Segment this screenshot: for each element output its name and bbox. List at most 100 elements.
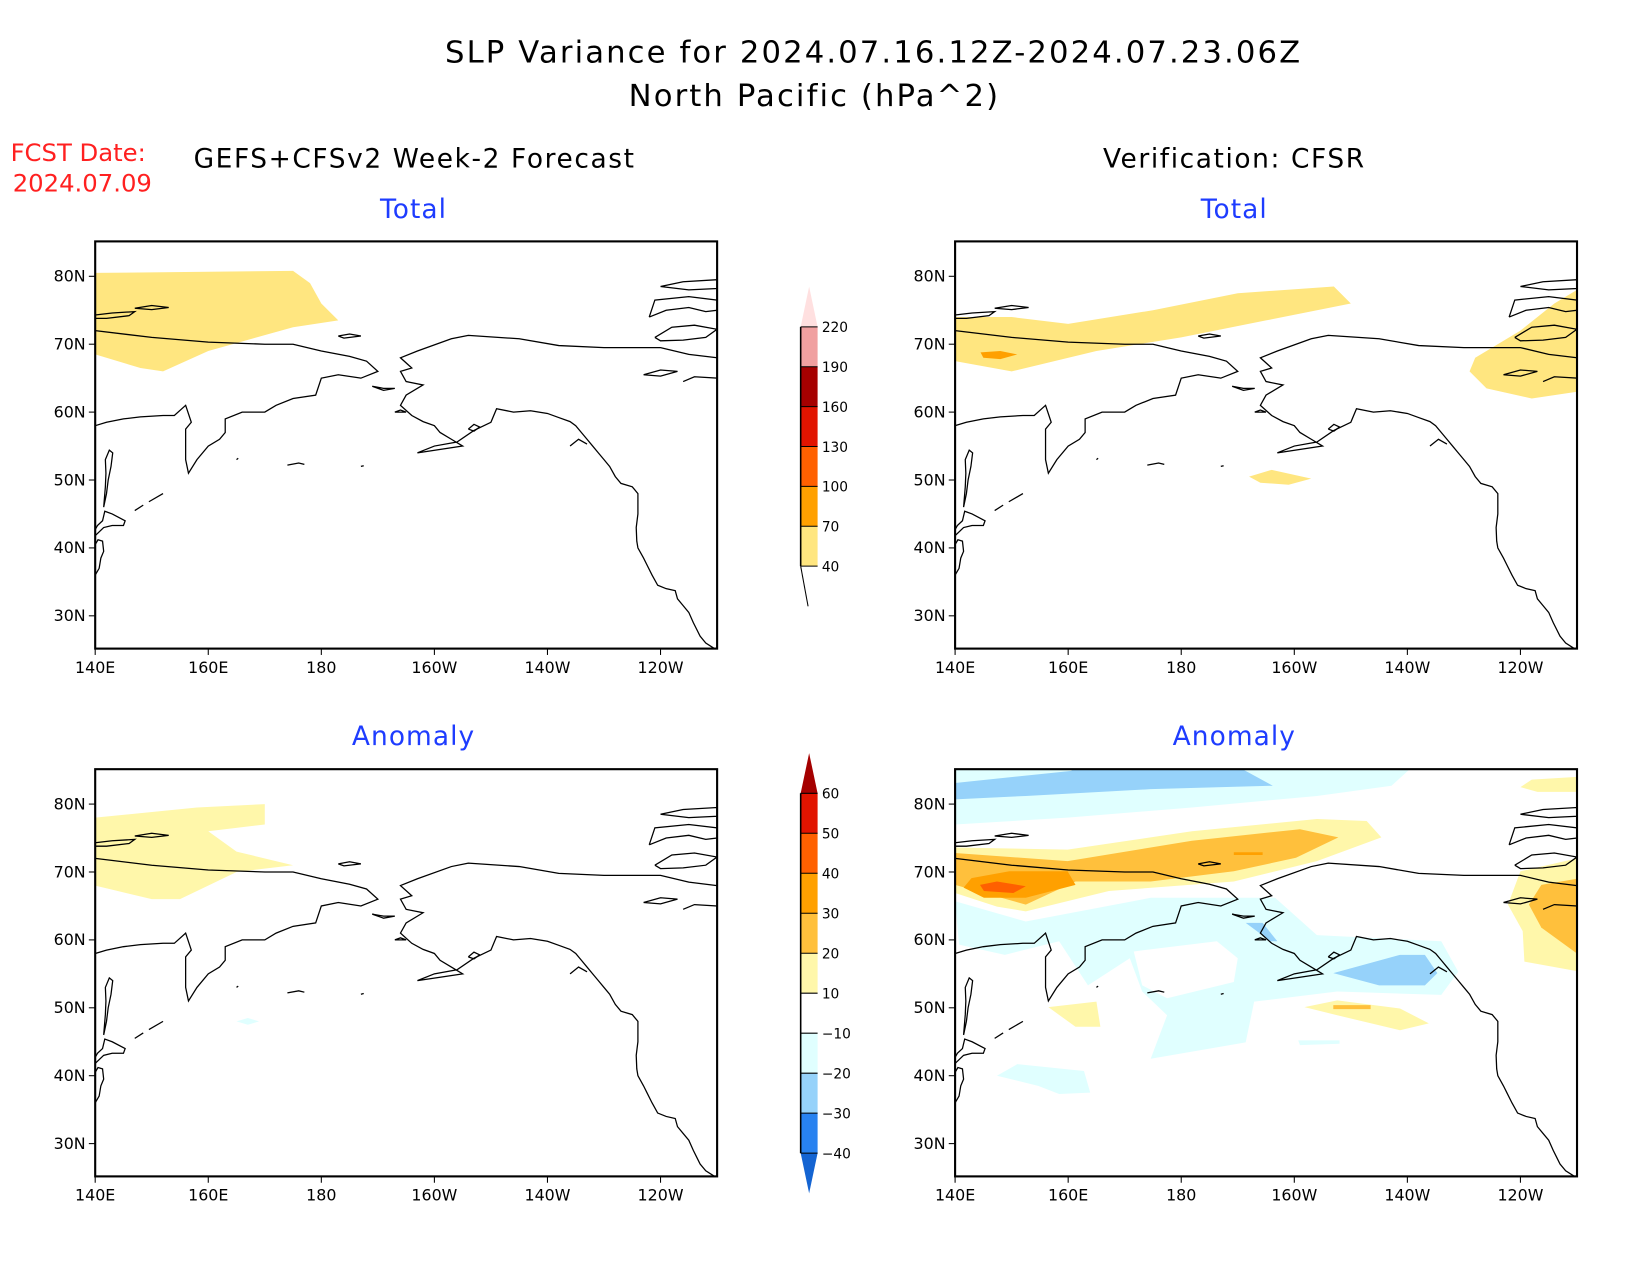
- y-tick-label: 60N: [54, 402, 86, 421]
- coastline: [371, 385, 395, 392]
- contour-region-10-20: [1304, 1000, 1429, 1031]
- map-frame: [954, 768, 1579, 1178]
- map-panel-forecast-total: 140E 160E 180 160W 140W 120W 30N 40N 50N 60N 70N 80…: [54, 240, 719, 677]
- coastline: [648, 296, 718, 318]
- contour-region-40-70: [1249, 469, 1312, 485]
- y-tick-label: 80N: [54, 267, 86, 286]
- coastline: [1231, 385, 1255, 392]
- y-tick-label: 50N: [54, 470, 86, 489]
- x-tick-label: 140W: [524, 658, 570, 677]
- coastline: [1197, 333, 1221, 339]
- map-panel-verification-total: 140E 160E 180 160W 140W 120W 30N 40N 50N 60N 70N 80…: [914, 240, 1579, 677]
- colorbar-label: 100: [822, 480, 848, 496]
- coastline: [134, 1032, 144, 1039]
- x-tick-label: 120W: [1497, 658, 1543, 677]
- coastline: [1220, 992, 1224, 995]
- coastline: [955, 310, 997, 320]
- x-tick-label: 120W: [638, 1186, 684, 1205]
- fcst-date-value: 2024.07.09: [13, 169, 152, 198]
- figure-subtitle: North Pacific (hPa^2): [629, 79, 1001, 114]
- contour-region-40-70: [955, 286, 1351, 372]
- colorbar-label: −30: [822, 1106, 851, 1122]
- panel-title-verification-total: Total: [1200, 194, 1268, 225]
- contour-region-10-20: [95, 804, 294, 900]
- coastline: [287, 990, 305, 994]
- coastline: [1508, 823, 1578, 846]
- panel-title-forecast-anomaly: Anomaly: [352, 721, 475, 752]
- coastline: [1429, 438, 1448, 447]
- y-tick-label: 30N: [914, 1134, 946, 1153]
- contour-region-70-100: [980, 350, 1018, 360]
- colorbar-box: [800, 913, 818, 954]
- y-tick-label: 60N: [54, 930, 86, 949]
- contour-region--10--20: [996, 1064, 1091, 1095]
- x-tick-label: 160W: [411, 1186, 457, 1205]
- coastline: [338, 861, 362, 867]
- map-frame: [94, 768, 719, 1178]
- coastline: [1429, 966, 1448, 975]
- y-tick-label: 70N: [914, 334, 946, 353]
- y-tick-label: 30N: [54, 1134, 86, 1153]
- colorbar-label: 10: [822, 986, 840, 1002]
- coastline: [236, 457, 239, 461]
- coastline: [1096, 457, 1099, 461]
- coastline: [338, 333, 362, 339]
- map-frame: [954, 240, 1579, 650]
- coastline: [134, 504, 144, 512]
- colorbar-label: −10: [822, 1026, 851, 1042]
- y-tick-label: 30N: [54, 606, 86, 625]
- x-tick-label: 140W: [524, 1186, 570, 1205]
- colorbar-box: [800, 793, 818, 834]
- coastline: [1231, 913, 1255, 919]
- coastline: [1520, 279, 1578, 291]
- x-tick-label: 140E: [935, 658, 975, 677]
- colorbar-box: [800, 1033, 818, 1074]
- colorbar-label: 40: [822, 559, 840, 575]
- colorbar-label: 60: [822, 787, 840, 803]
- coastline: [287, 462, 305, 466]
- coastline: [1197, 861, 1221, 867]
- x-tick-label: 140E: [75, 658, 115, 677]
- contour-region-40-70: [95, 270, 339, 372]
- colorbar-box: [800, 366, 818, 407]
- y-tick-label: 80N: [914, 267, 946, 286]
- coastline: [682, 376, 718, 385]
- y-tick-label: 40N: [54, 538, 86, 557]
- y-tick-label: 40N: [54, 1066, 86, 1085]
- coastline: [1254, 409, 1267, 413]
- coastline: [994, 1032, 1004, 1039]
- coastline: [643, 369, 678, 377]
- colorbar-label: 50: [822, 827, 840, 843]
- map-panel-verification-anomaly: 140E 160E 180 160W 140W 120W 30N 40N 50N 60N 70N 80…: [914, 768, 1579, 1205]
- figure-title: SLP Variance for 2024.07.16.12Z-2024.07.…: [445, 36, 1302, 71]
- colorbar-box: [800, 326, 818, 367]
- coastline: [1503, 369, 1538, 377]
- x-tick-label: 140W: [1384, 1186, 1430, 1205]
- contour-region-40-70: [1469, 289, 1577, 399]
- coastline: [95, 1038, 126, 1064]
- coastline: [134, 832, 169, 838]
- coastline: [95, 329, 380, 475]
- y-tick-label: 40N: [914, 538, 946, 557]
- colorbar-anomaly: −40 −30 −20 −10 10 20 30 40 50 60: [799, 753, 851, 1194]
- coastline: [360, 465, 364, 468]
- verification-heading: Verification: CFSR: [1103, 143, 1366, 174]
- coastline: [660, 279, 718, 291]
- y-tick-label: 80N: [914, 794, 946, 813]
- coastline: [654, 852, 718, 870]
- y-tick-label: 70N: [54, 334, 86, 353]
- contour-region--10--20: [1298, 1040, 1340, 1046]
- forecast-heading: GEFS+CFSv2 Week-2 Forecast: [194, 143, 636, 174]
- coastline: [955, 1038, 986, 1064]
- coastline: [236, 985, 239, 988]
- panel-title-verification-anomaly: Anomaly: [1173, 721, 1296, 752]
- y-tick-label: 50N: [54, 998, 86, 1017]
- coastline: [1220, 465, 1224, 468]
- coastline: [994, 832, 1029, 838]
- x-tick-label: 120W: [638, 658, 684, 677]
- colorbar-box: [800, 833, 818, 874]
- coastline: [682, 903, 718, 913]
- y-tick-label: 70N: [54, 862, 86, 881]
- colorbar-upper-triangle: [800, 286, 818, 327]
